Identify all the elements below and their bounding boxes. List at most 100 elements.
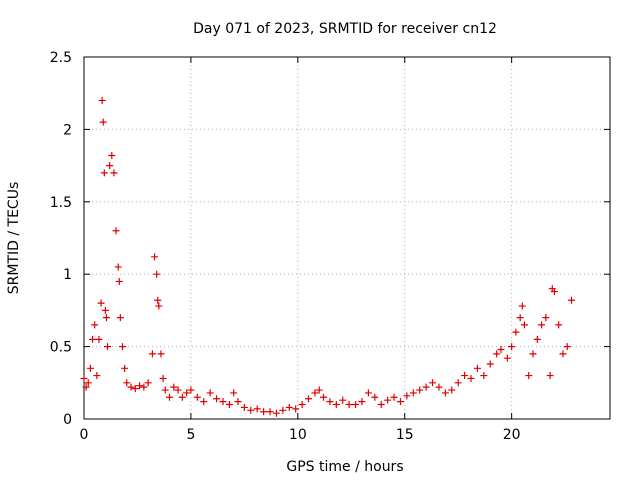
data-point xyxy=(272,409,280,417)
data-point xyxy=(95,335,103,343)
data-point xyxy=(384,396,392,404)
data-point xyxy=(110,169,118,177)
data-point xyxy=(305,395,313,403)
data-point xyxy=(89,335,97,343)
data-point xyxy=(546,372,554,380)
data-point xyxy=(409,389,417,397)
data-point xyxy=(332,401,340,409)
data-point xyxy=(178,393,186,401)
data-point xyxy=(91,321,99,329)
data-point xyxy=(98,96,106,104)
data-point xyxy=(155,302,163,310)
data-point xyxy=(533,335,541,343)
data-point xyxy=(174,386,182,394)
x-tick-label: 0 xyxy=(80,427,89,443)
data-point xyxy=(206,389,214,397)
data-point xyxy=(435,383,443,391)
data-point xyxy=(121,364,129,372)
y-tick-label: 1 xyxy=(63,267,72,283)
data-point xyxy=(371,393,379,401)
data-point xyxy=(247,406,255,414)
data-point xyxy=(345,401,353,409)
data-point xyxy=(115,277,123,285)
chart-title: Day 071 of 2023, SRMTID for receiver cn1… xyxy=(193,21,497,37)
data-point xyxy=(441,389,449,397)
data-point xyxy=(525,372,533,380)
data-point xyxy=(266,408,274,416)
data-point xyxy=(377,401,385,409)
data-point xyxy=(123,379,131,387)
data-point xyxy=(140,383,148,391)
data-point xyxy=(144,379,152,387)
data-point xyxy=(151,253,159,261)
y-tick-label: 0 xyxy=(63,412,72,428)
axis-ticks xyxy=(83,56,610,420)
data-point xyxy=(467,374,475,382)
data-point xyxy=(512,328,520,336)
data-point xyxy=(473,364,481,372)
data-point xyxy=(503,354,511,362)
y-tick-label: 2 xyxy=(63,122,72,138)
data-point xyxy=(279,406,287,414)
data-point xyxy=(285,403,293,411)
data-point xyxy=(358,398,366,406)
data-point xyxy=(550,288,558,296)
grid-lines xyxy=(84,57,610,419)
data-point xyxy=(112,227,120,235)
data-point xyxy=(403,392,411,400)
data-point xyxy=(118,343,126,351)
data-point xyxy=(326,398,334,406)
data-point xyxy=(187,386,195,394)
data-point xyxy=(200,398,208,406)
plot-frame xyxy=(83,56,611,420)
y-tick-label: 2.5 xyxy=(50,50,72,66)
data-point xyxy=(529,350,537,358)
data-point xyxy=(240,403,248,411)
data-point xyxy=(159,374,167,382)
x-axis-label: GPS time / hours xyxy=(286,459,403,475)
data-point xyxy=(260,408,268,416)
data-point xyxy=(131,385,139,393)
data-point xyxy=(86,364,94,372)
data-point xyxy=(454,379,462,387)
data-point xyxy=(448,386,456,394)
data-point xyxy=(416,386,424,394)
y-axis-label: SRMTID / TECUs xyxy=(6,182,22,295)
data-point xyxy=(563,343,571,351)
data-point xyxy=(161,386,169,394)
data-point xyxy=(422,383,430,391)
data-point xyxy=(101,306,109,314)
x-tick-label: 5 xyxy=(186,427,195,443)
data-point xyxy=(106,162,114,170)
data-point xyxy=(157,350,165,358)
data-point xyxy=(82,383,90,391)
data-point xyxy=(319,393,327,401)
data-point xyxy=(559,350,567,358)
data-point xyxy=(364,389,372,397)
data-point xyxy=(102,314,110,322)
data-point xyxy=(84,379,92,387)
data-point xyxy=(508,343,516,351)
data-point xyxy=(292,405,300,413)
data-point xyxy=(80,374,88,382)
y-tick-label: 0.5 xyxy=(50,340,72,356)
data-point xyxy=(516,314,524,322)
data-point xyxy=(219,398,227,406)
data-point xyxy=(520,321,528,329)
data-point xyxy=(108,151,116,159)
data-point xyxy=(193,393,201,401)
data-point xyxy=(99,118,107,126)
data-point xyxy=(100,169,108,177)
data-point xyxy=(555,321,563,329)
data-point xyxy=(148,350,156,358)
data-point xyxy=(390,393,398,401)
data-point xyxy=(486,360,494,368)
data-point xyxy=(568,296,576,304)
data-point xyxy=(154,296,162,304)
data-point xyxy=(315,386,323,394)
x-tick-label: 20 xyxy=(503,427,521,443)
x-tick-label: 15 xyxy=(396,427,414,443)
data-point xyxy=(183,389,191,397)
data-point xyxy=(542,314,550,322)
